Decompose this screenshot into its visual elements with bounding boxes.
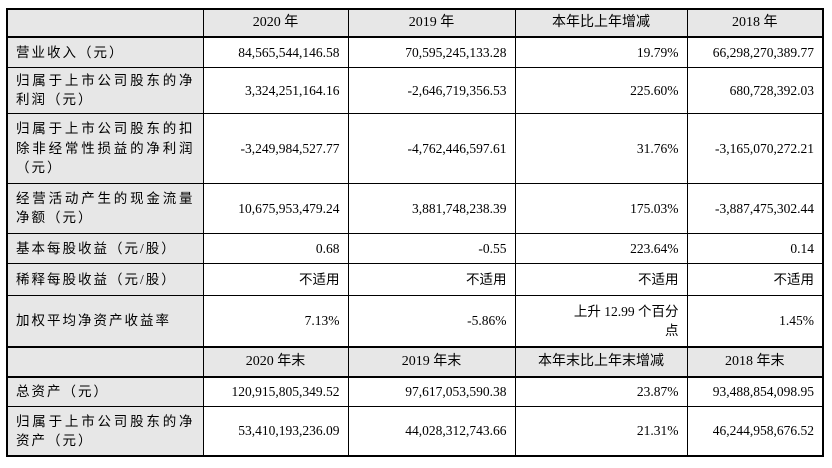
table-row-revenue: 营业收入（元） 84,565,544,146.58 70,595,245,133… — [6, 36, 824, 68]
cell-value: 225.60% — [514, 66, 688, 114]
table-row-net-profit-deducted: 归属于上市公司股东的扣除非经常性损益的净利润（元） -3,249,984,527… — [6, 112, 824, 184]
row-label: 营业收入（元） — [6, 36, 204, 68]
cell-value: -4,762,446,597.61 — [347, 112, 516, 184]
cell-value: 不适用 — [202, 262, 349, 296]
cell-value: 1.45% — [686, 294, 824, 348]
row-label: 加权平均净资产收益率 — [6, 294, 204, 348]
cell-value: 7.13% — [202, 294, 349, 348]
cell-value: -2,646,719,356.53 — [347, 66, 516, 114]
header-2018: 2018 年 — [686, 8, 824, 39]
header-2019-end: 2019 年末 — [347, 346, 516, 379]
header-empty-cell — [6, 8, 204, 39]
cell-value: 上升 12.99 个百分点 — [514, 294, 688, 348]
cell-value: -3,165,070,272.21 — [686, 112, 824, 184]
table-row-diluted-eps: 稀释每股收益（元/股） 不适用 不适用 不适用 不适用 — [6, 262, 824, 296]
key-financials-table: 2020 年 2019 年 本年比上年增减 2018 年 营业收入（元） 84,… — [6, 8, 824, 458]
header-empty-cell — [6, 346, 204, 379]
cell-value: 31.76% — [514, 112, 688, 184]
table-row-weighted-roe: 加权平均净资产收益率 7.13% -5.86% 上升 12.99 个百分点 1.… — [6, 294, 824, 348]
row-label: 总资产（元） — [6, 376, 204, 407]
row-label: 归属于上市公司股东的净资产（元） — [6, 405, 204, 457]
row-label: 归属于上市公司股东的扣除非经常性损益的净利润（元） — [6, 112, 204, 184]
row-label: 归属于上市公司股东的净利润（元） — [6, 66, 204, 114]
cell-value: 223.64% — [514, 232, 688, 264]
cell-value-wrapped: 上升 12.99 个百分点 — [573, 303, 679, 339]
row-label: 经营活动产生的现金流量净额（元） — [6, 182, 204, 234]
table-row-net-profit: 归属于上市公司股东的净利润（元） 3,324,251,164.16 -2,646… — [6, 66, 824, 114]
cell-value: 97,617,053,590.38 — [347, 376, 516, 407]
cell-value: 46,244,958,676.52 — [686, 405, 824, 457]
cell-value: 19.79% — [514, 36, 688, 68]
cell-value: 不适用 — [686, 262, 824, 296]
cell-value: -5.86% — [347, 294, 516, 348]
row-label: 基本每股收益（元/股） — [6, 232, 204, 264]
cell-value: 93,488,854,098.95 — [686, 376, 824, 407]
cell-value: -0.55 — [347, 232, 516, 264]
header-yoy-change: 本年比上年增减 — [514, 8, 688, 39]
cell-value: 70,595,245,133.28 — [347, 36, 516, 68]
cell-value: 不适用 — [347, 262, 516, 296]
cell-value: -3,249,984,527.77 — [202, 112, 349, 184]
cell-value: 44,028,312,743.66 — [347, 405, 516, 457]
cell-value: 21.31% — [514, 405, 688, 457]
cell-value: 3,881,748,238.39 — [347, 182, 516, 234]
header-2020: 2020 年 — [202, 8, 349, 39]
cell-value: 680,728,392.03 — [686, 66, 824, 114]
cell-value: 23.87% — [514, 376, 688, 407]
cell-value: 175.03% — [514, 182, 688, 234]
table-row-basic-eps: 基本每股收益（元/股） 0.68 -0.55 223.64% 0.14 — [6, 232, 824, 264]
cell-value: 0.14 — [686, 232, 824, 264]
table-row-operating-cash-flow: 经营活动产生的现金流量净额（元） 10,675,953,479.24 3,881… — [6, 182, 824, 234]
row-label: 稀释每股收益（元/股） — [6, 262, 204, 296]
header-year-end-change: 本年末比上年末增减 — [514, 346, 688, 379]
header-2019: 2019 年 — [347, 8, 516, 39]
table-header-row-year-end: 2020 年末 2019 年末 本年末比上年末增减 2018 年末 — [6, 346, 824, 379]
table-row-net-assets: 归属于上市公司股东的净资产（元） 53,410,193,236.09 44,02… — [6, 405, 824, 457]
cell-value: 84,565,544,146.58 — [202, 36, 349, 68]
cell-value: 3,324,251,164.16 — [202, 66, 349, 114]
cell-value: 10,675,953,479.24 — [202, 182, 349, 234]
cell-value: 53,410,193,236.09 — [202, 405, 349, 457]
cell-value: 120,915,805,349.52 — [202, 376, 349, 407]
table-row-total-assets: 总资产（元） 120,915,805,349.52 97,617,053,590… — [6, 376, 824, 407]
header-2018-end: 2018 年末 — [686, 346, 824, 379]
cell-value: 不适用 — [514, 262, 688, 296]
header-2020-end: 2020 年末 — [202, 346, 349, 379]
cell-value: 66,298,270,389.77 — [686, 36, 824, 68]
cell-value: 0.68 — [202, 232, 349, 264]
table-header-row-annual: 2020 年 2019 年 本年比上年增减 2018 年 — [6, 8, 824, 39]
cell-value: -3,887,475,302.44 — [686, 182, 824, 234]
